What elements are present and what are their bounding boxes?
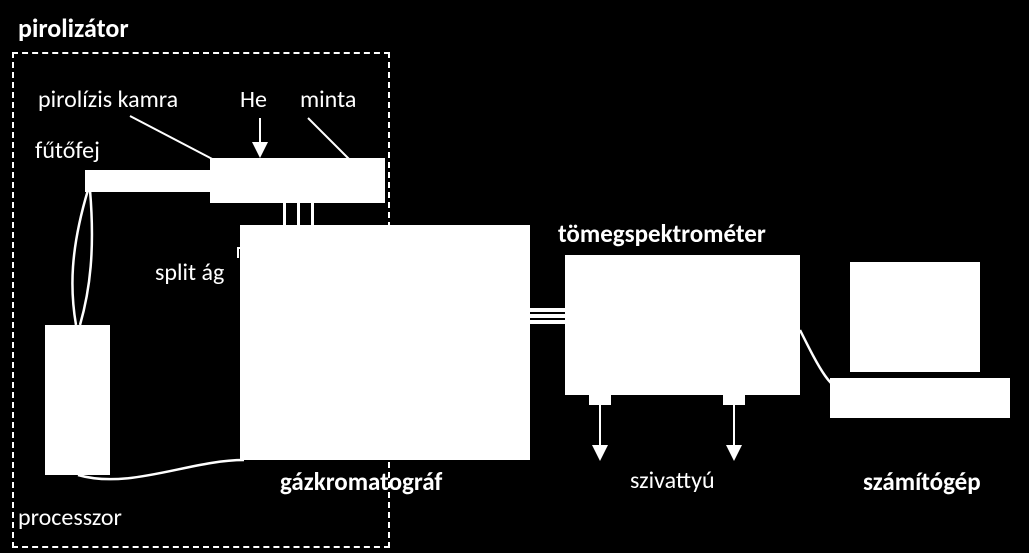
pyrolysis-chamber-box [210, 158, 385, 203]
tomegspek-label: tömegspektrométer [558, 218, 766, 249]
chamber-gc-tick-1 [283, 203, 286, 225]
splitag-label: split ág [155, 258, 224, 287]
gc-ms-connector [530, 308, 565, 312]
ms-pump-port-2 [723, 395, 745, 405]
gc-box [240, 225, 530, 460]
processzor-label: processzor [18, 503, 122, 532]
szamitogep-label: számítógép [863, 466, 981, 497]
pirolizator-title: pirolizátor [18, 12, 129, 44]
computer-monitor-box [850, 262, 980, 372]
gazkrom-label: gázkromatográf [280, 466, 442, 497]
gc-ms-connector-2 [530, 314, 565, 318]
processor-box [45, 325, 110, 475]
heater-head-box [85, 170, 210, 192]
minta-label: minta [300, 85, 356, 114]
chamber-gc-tick-2 [297, 203, 300, 225]
ms-pump-port-1 [589, 395, 611, 405]
he-label: He [240, 85, 267, 114]
futofeJ-label: fűtőfej [35, 136, 100, 165]
chamber-gc-tick-3 [311, 203, 314, 225]
szivattyu-label: szivattyú [630, 466, 715, 495]
gc-ms-connector-3 [530, 320, 565, 324]
ms-box [565, 255, 800, 395]
pirokamra-label: pirolízis kamra [38, 85, 178, 114]
computer-base-box [830, 378, 1010, 418]
